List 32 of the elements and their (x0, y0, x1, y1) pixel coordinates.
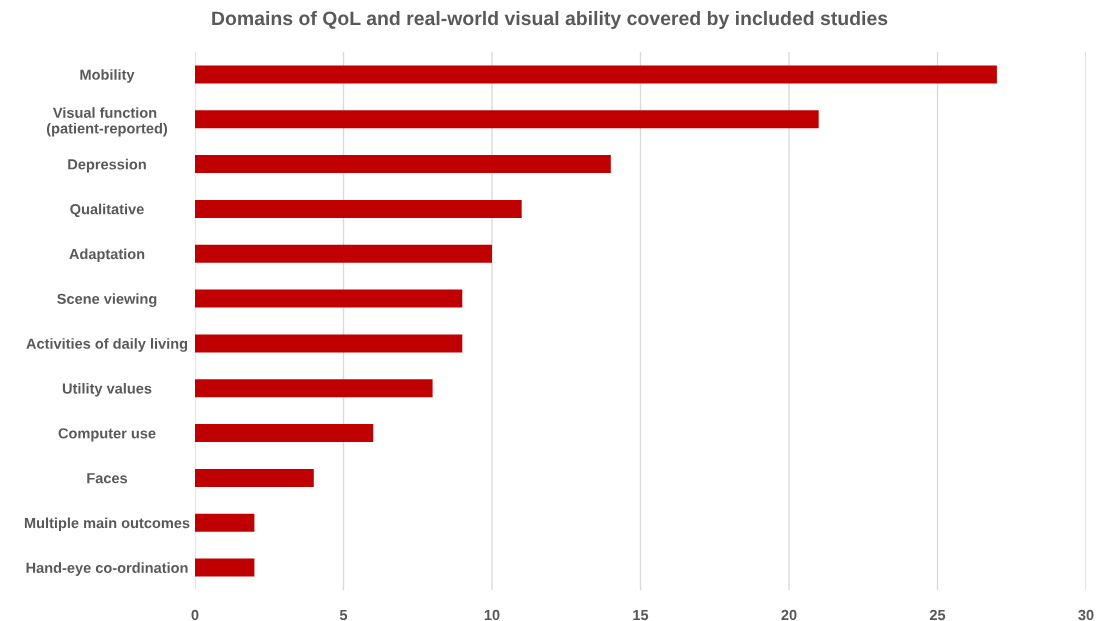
x-tick-label: 30 (1078, 609, 1094, 621)
bar (195, 199, 522, 218)
y-tick-label: Depression (68, 158, 146, 173)
y-tick-label: Scene viewing (57, 293, 157, 307)
bar (195, 244, 492, 263)
x-tick-label: 5 (339, 609, 348, 621)
bar (195, 334, 463, 353)
y-tick-label: Multiple main outcomes (24, 517, 190, 532)
y-tick-label: Hand-eye co-ordination (26, 562, 188, 576)
x-tick-label: 25 (929, 609, 946, 621)
x-tick-label: 20 (781, 609, 797, 621)
bar (195, 65, 997, 84)
x-tick-label: 15 (633, 609, 649, 621)
y-tick-label: Adaptation (69, 248, 145, 263)
bar (195, 110, 819, 129)
bar (195, 379, 433, 398)
chart-title: Domains of QoL and real-world visual ability covered by included studies (212, 10, 888, 30)
y-tick-label: Visual function (patient-reported) (46, 107, 168, 137)
bar (195, 513, 255, 532)
y-tick-label: Mobility (80, 69, 135, 83)
x-tick-label: 0 (191, 609, 199, 621)
bar (195, 155, 611, 174)
bar (195, 424, 374, 443)
y-tick-label: Computer use (58, 428, 156, 442)
bar (195, 558, 255, 577)
y-tick-label: Qualitative (70, 203, 144, 218)
x-tick-label: 10 (484, 609, 500, 621)
y-tick-label: Faces (87, 473, 128, 484)
y-tick-label: Activities of daily living (26, 338, 188, 352)
y-tick-label: Utility values (62, 382, 152, 397)
bar (195, 468, 314, 487)
bar (195, 289, 463, 308)
